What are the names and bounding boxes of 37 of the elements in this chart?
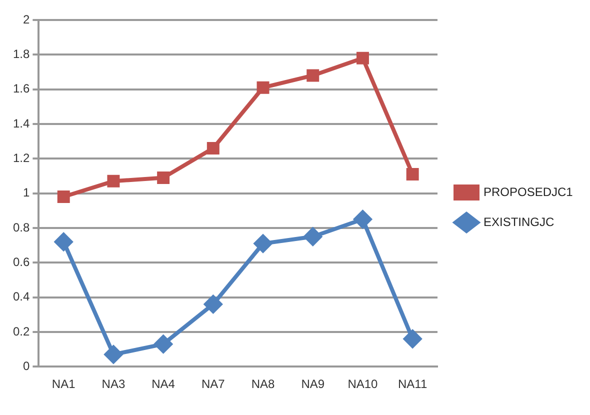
point	[256, 81, 270, 94]
x-tick-label: NA3	[102, 377, 126, 392]
x-tick-label: NA10	[348, 377, 378, 392]
point	[404, 330, 422, 348]
point	[154, 335, 172, 354]
y-tick-label: 0	[22, 358, 30, 373]
point	[107, 174, 120, 188]
y-tick-label: 1.8	[12, 46, 30, 61]
point	[406, 168, 419, 180]
y-tick-label: 1.6	[12, 82, 30, 96]
x-tick-label: NA1	[52, 377, 76, 392]
x-tick-label: NA8	[251, 377, 276, 392]
y-tick-label: 1	[22, 186, 30, 200]
point	[204, 295, 222, 314]
y-tick-label: 1.4	[12, 116, 30, 130]
point	[57, 190, 70, 204]
legend-label: PROPOSEDJC1	[484, 184, 574, 199]
point	[306, 69, 320, 82]
point	[254, 234, 272, 253]
legend-label: EXISTINGJC	[484, 214, 555, 229]
y-tick-label: 1.2	[12, 150, 30, 165]
point	[104, 345, 122, 364]
point	[354, 210, 372, 228]
point	[356, 52, 369, 64]
x-tick-label: NA11	[398, 377, 428, 392]
x-tick-label: NA9	[301, 377, 325, 392]
point	[206, 142, 220, 154]
y-tick-label: 0.6	[12, 254, 30, 269]
y-tick-label: 0.8	[12, 220, 30, 234]
y-tick-label: 2	[22, 12, 30, 26]
point	[157, 171, 170, 184]
y-tick-label: 0.2	[12, 324, 30, 338]
point	[54, 232, 73, 251]
point	[304, 228, 322, 246]
x-tick-label: NA4	[152, 377, 176, 392]
y-tick-label: 0.4	[12, 290, 30, 304]
x-tick-label: NA7	[201, 377, 226, 392]
